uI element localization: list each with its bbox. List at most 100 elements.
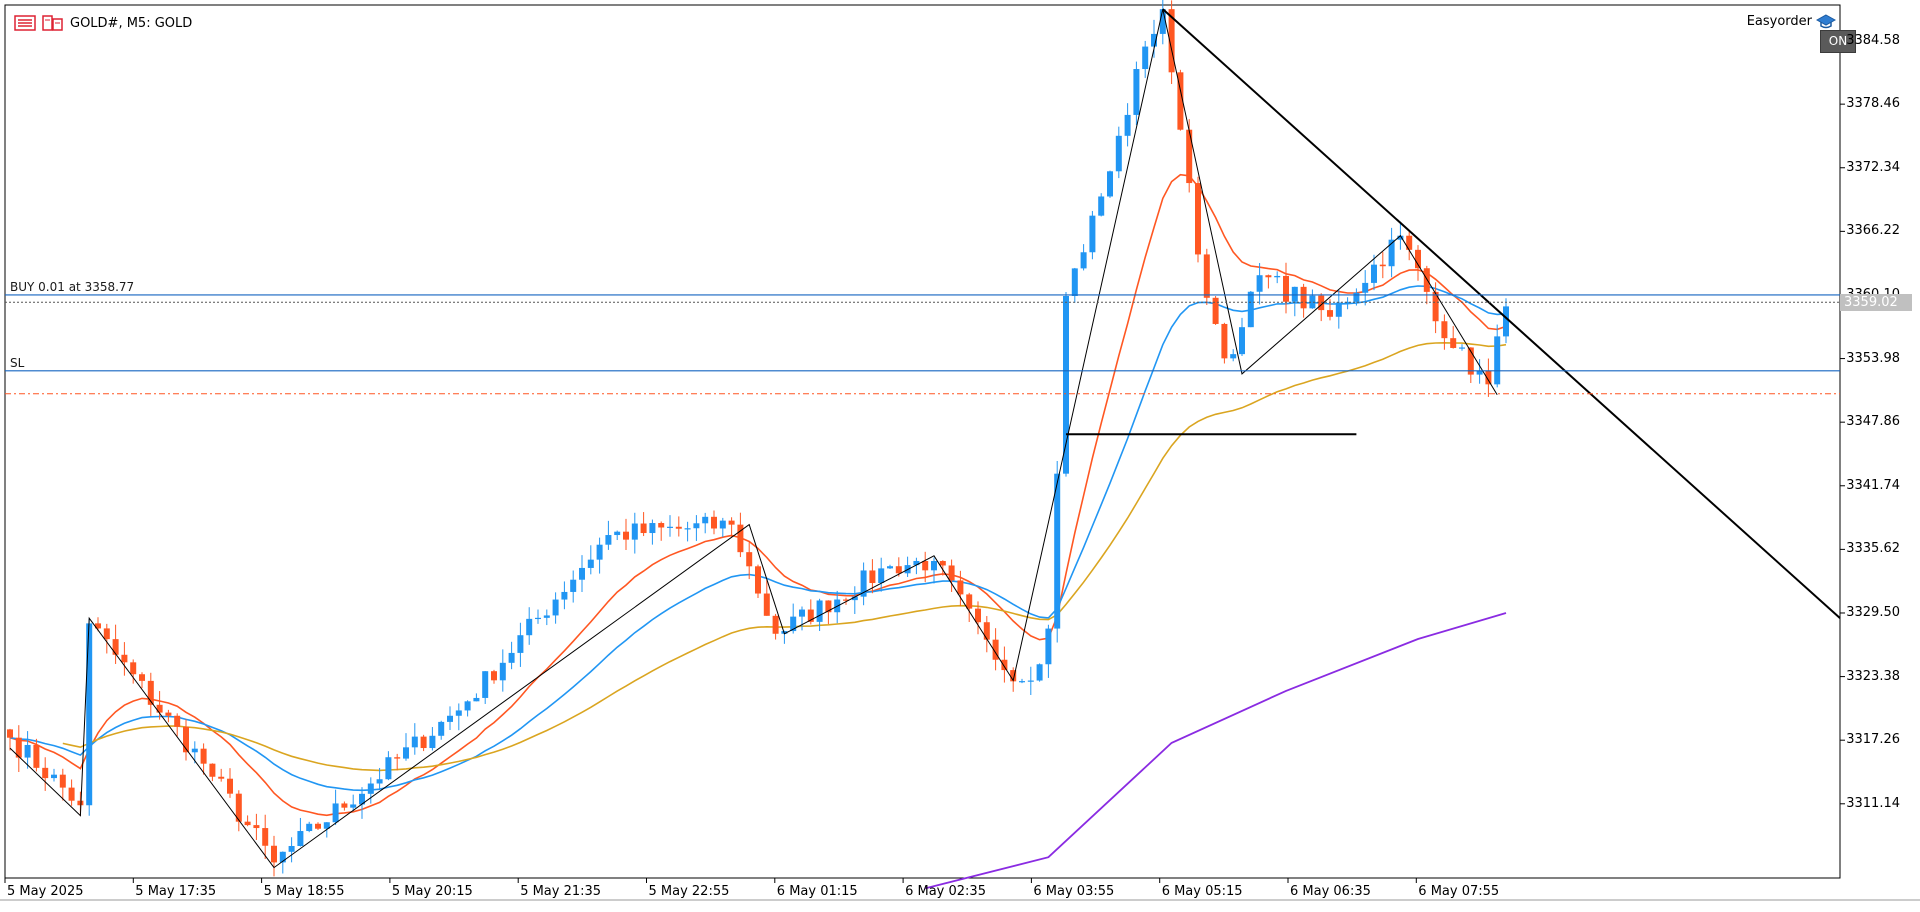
candle-body (816, 600, 823, 622)
candle-body (693, 523, 700, 529)
candle-body (1019, 681, 1025, 683)
candle-body (983, 622, 990, 640)
candle-body (1045, 628, 1052, 665)
ma-mid-line (9, 285, 1507, 792)
price-tick-label: 3311.14 (1846, 795, 1900, 811)
candle-body (209, 763, 216, 777)
buy-order-label[interactable]: BUY 0.01 at 3358.77 (10, 279, 135, 294)
stop-loss-label[interactable]: SL (10, 355, 25, 370)
candle-body (596, 544, 603, 560)
candle-body (455, 710, 462, 716)
candle-body (438, 721, 445, 736)
time-tick-label: 5 May 20:15 (391, 884, 473, 899)
candle-body (948, 565, 955, 581)
candle-body (147, 680, 154, 705)
candle-body (376, 779, 383, 784)
candle-body (517, 635, 524, 653)
zigzag-indicator (9, 9, 1498, 869)
candle-body (323, 822, 330, 829)
candle-body (737, 524, 744, 553)
candle-body (860, 570, 867, 597)
candle-body (535, 617, 541, 620)
candle-body (1115, 135, 1122, 172)
candle-body (1450, 338, 1457, 348)
candle-body (623, 531, 629, 540)
candle-body (614, 531, 621, 536)
candle-body (1415, 249, 1421, 269)
candle-body (227, 778, 233, 794)
candle-body (332, 803, 339, 823)
candle-body (271, 845, 277, 863)
candle-body (1397, 235, 1404, 240)
time-tick-label: 6 May 06:35 (1290, 884, 1371, 899)
candle-body (112, 639, 119, 655)
candle-body (552, 599, 559, 616)
candle-body (825, 600, 832, 613)
candle-body (447, 715, 453, 722)
candle-body (288, 845, 295, 852)
candle-body (51, 774, 57, 779)
candle-body (1494, 336, 1501, 385)
candle-body (1291, 286, 1298, 302)
price-tick-label: 3317.26 (1846, 732, 1900, 748)
candle-body (262, 828, 269, 846)
ea-status-button[interactable]: ON (1820, 30, 1856, 53)
candle-body (1151, 33, 1157, 47)
plot-border (4, 4, 1841, 879)
candle-body (1203, 254, 1210, 298)
candle-body (1467, 347, 1474, 375)
candle-body (957, 580, 964, 595)
candle-body (1406, 235, 1413, 250)
candle-body (1124, 114, 1131, 136)
candle-body (1195, 183, 1201, 255)
candle-body (1212, 297, 1219, 324)
candle-body (1239, 327, 1245, 355)
candle-body (975, 608, 981, 623)
candle-body (1309, 295, 1316, 309)
candle-body (473, 697, 480, 702)
candle-body (403, 747, 409, 759)
ma-long-line (924, 612, 1507, 890)
candle-body (139, 674, 145, 681)
candle-body (772, 615, 779, 634)
candle-body (790, 616, 797, 632)
candle-body (913, 560, 920, 566)
candle-body (878, 568, 885, 584)
price-tick-label: 3341.74 (1846, 477, 1900, 493)
candle-body (1344, 301, 1351, 304)
graduation-cap-icon (1816, 14, 1836, 29)
time-tick-label: 6 May 05:15 (1161, 884, 1243, 899)
candle-body (1247, 291, 1254, 328)
candle-body (1388, 239, 1395, 267)
candle-body (605, 535, 612, 545)
candle-body (491, 671, 497, 681)
time-tick-label: 5 May 22:55 (648, 884, 730, 899)
candle-body (33, 744, 40, 768)
time-tick-label: 5 May 18:55 (263, 884, 345, 899)
price-tick-label: 3329.50 (1846, 604, 1900, 620)
candle-body (235, 793, 242, 822)
chart-window-icon[interactable] (42, 15, 64, 31)
candle-body (1177, 72, 1184, 130)
price-tick-label: 3378.46 (1846, 96, 1900, 112)
candle-body (755, 566, 761, 594)
candle-body (24, 744, 31, 758)
chart-list-icon[interactable] (14, 15, 36, 31)
candle-body (7, 729, 13, 738)
candle-body (728, 520, 735, 525)
candle-body (579, 567, 585, 580)
candle-body (385, 757, 392, 780)
candle-body (1001, 659, 1008, 671)
candle-body (1327, 310, 1333, 317)
candle-body (1027, 680, 1034, 682)
candle-body (59, 774, 66, 788)
candle-body (1476, 370, 1483, 375)
symbol-timeframe-label: GOLD#, M5: GOLD (70, 15, 193, 31)
candle-body (95, 623, 101, 629)
candle-body (420, 736, 427, 749)
candle-body (1036, 664, 1043, 681)
candle-body (807, 609, 814, 622)
candle-body (429, 735, 436, 749)
